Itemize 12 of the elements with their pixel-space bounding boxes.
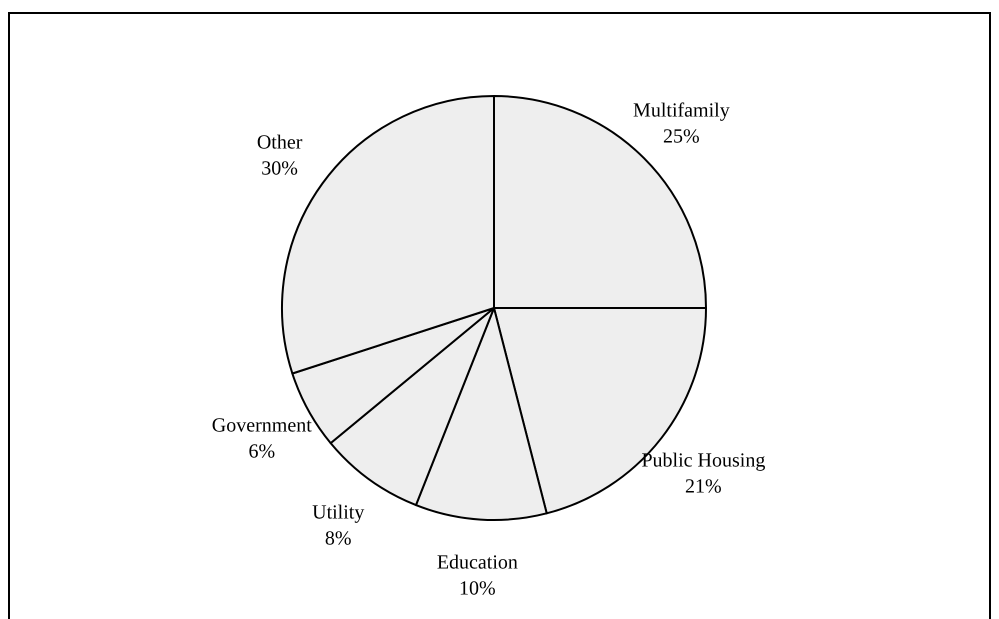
data-label: 8% xyxy=(324,527,352,550)
slice-label: Public Housing xyxy=(641,449,766,472)
data-label: 21% xyxy=(685,475,722,498)
data-label: 25% xyxy=(663,126,700,148)
data-label: 6% xyxy=(248,440,276,463)
slice-label: Multifamily xyxy=(633,100,730,122)
slice-label: Utility xyxy=(312,501,364,524)
data-label: 10% xyxy=(459,577,496,600)
data-label: 30% xyxy=(261,157,298,180)
slice-label: Other xyxy=(256,131,303,154)
slice-label: Government xyxy=(212,414,312,437)
slice-label: Education xyxy=(436,551,518,574)
